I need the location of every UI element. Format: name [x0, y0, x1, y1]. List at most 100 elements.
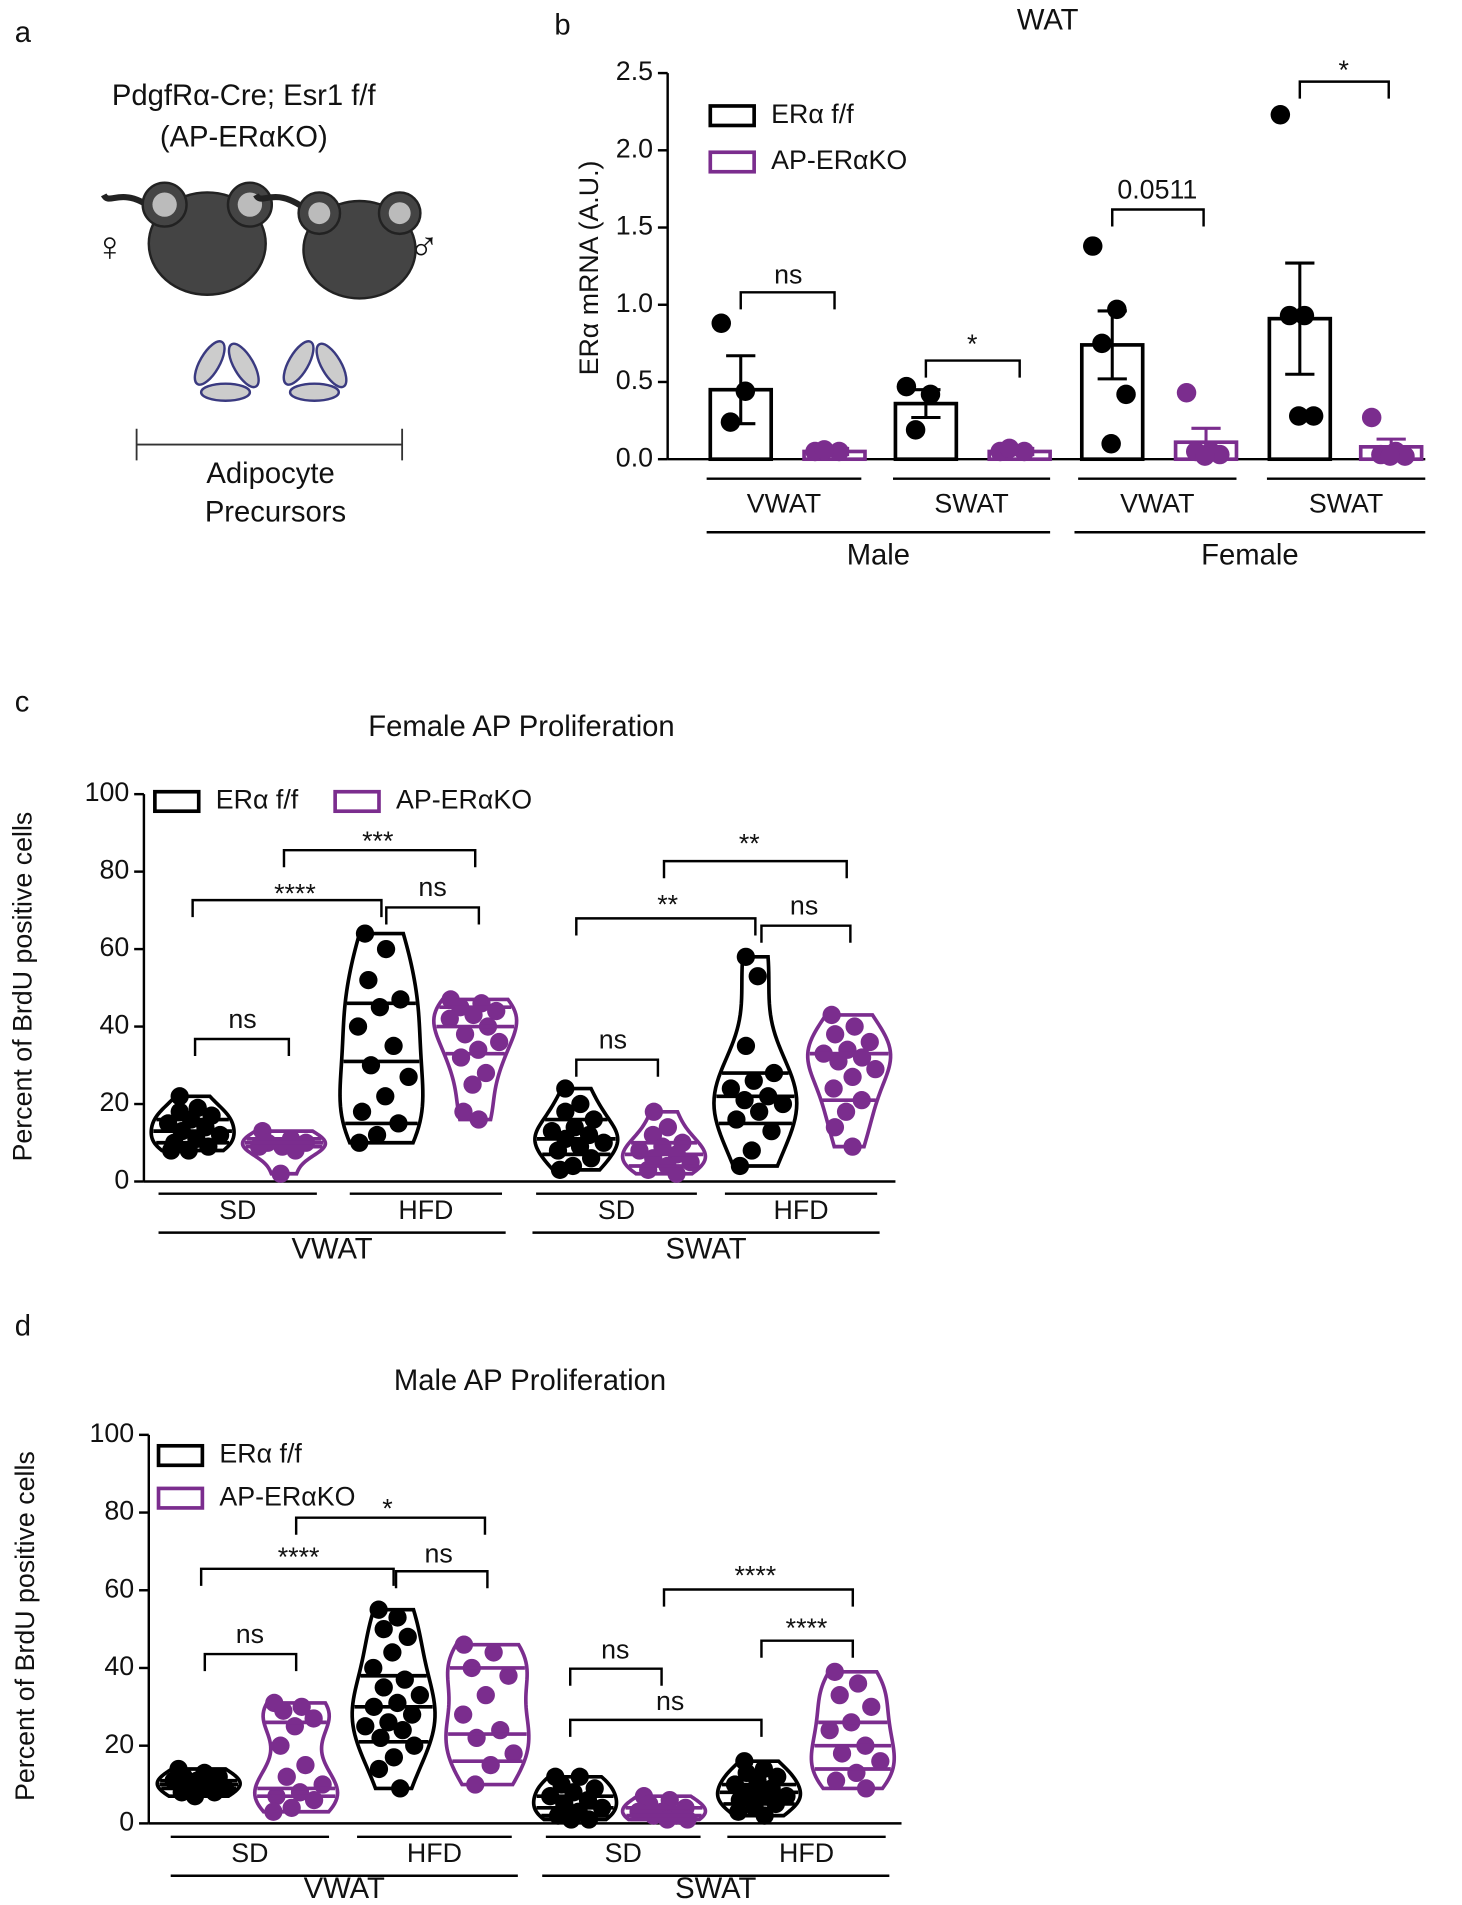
- data-point: [367, 1125, 387, 1145]
- data-point: [1279, 305, 1300, 326]
- significance-bracket: [575, 917, 757, 936]
- data-point: [721, 1079, 741, 1098]
- data-point: [391, 1779, 410, 1798]
- panel-a: a PdgfRα-Cre; Esr1 f/f (AP-ERαKO) ♀ ♂ Ad…: [15, 17, 440, 529]
- chart-title: Female AP Proliferation: [368, 711, 674, 743]
- data-point: [376, 1087, 395, 1106]
- significance-label: **: [657, 889, 678, 919]
- data-point: [871, 1752, 890, 1771]
- data-point: [548, 1141, 568, 1160]
- category-label: VWAT: [1120, 489, 1194, 519]
- data-point: [862, 1697, 881, 1716]
- data-point: [711, 313, 731, 334]
- data-point: [355, 924, 375, 943]
- data-point: [896, 376, 917, 397]
- data-point: [313, 1775, 332, 1794]
- data-point: [639, 1160, 658, 1180]
- legend-swatch: [333, 789, 381, 814]
- significance-bracket: [662, 1588, 855, 1607]
- data-point: [826, 1025, 845, 1044]
- data-point: [1101, 434, 1121, 454]
- data-point: [556, 1079, 575, 1098]
- data-point: [1210, 444, 1230, 465]
- y-tick-label: 100: [85, 777, 130, 807]
- y-tick-label: 60: [104, 1573, 134, 1603]
- cell-illustration: [193, 340, 348, 402]
- panel-label: b: [554, 10, 570, 42]
- data-point: [667, 1164, 686, 1183]
- violin-outline: [338, 931, 425, 1145]
- significance-bracket: [282, 848, 477, 868]
- group-label: SWAT: [675, 1873, 756, 1905]
- data-point: [860, 1032, 879, 1052]
- category-label: HFD: [774, 1195, 829, 1225]
- y-tick-label: 0: [114, 1165, 129, 1195]
- data-point: [352, 1102, 372, 1121]
- data-point: [454, 1102, 473, 1121]
- data-point: [1116, 384, 1136, 405]
- data-point: [1395, 446, 1415, 466]
- significance-bracket: [760, 924, 852, 943]
- data-point: [491, 1721, 510, 1740]
- data-point: [296, 1755, 315, 1775]
- data-point: [285, 1717, 304, 1736]
- data-point: [542, 1122, 562, 1141]
- data-point: [282, 1798, 301, 1817]
- data-point: [847, 1763, 866, 1783]
- legend-swatch: [153, 789, 201, 814]
- legend-label: ERα f/f: [219, 1439, 302, 1469]
- category-label: SWAT: [1309, 489, 1383, 519]
- significance-label: ***: [362, 826, 393, 856]
- data-point: [735, 1091, 754, 1110]
- data-point: [379, 1713, 398, 1732]
- group-label: Male: [847, 539, 910, 571]
- data-point: [1092, 333, 1112, 354]
- significance-bracket: [199, 1567, 395, 1586]
- legend-swatch: [708, 104, 756, 128]
- chart-title: WAT: [1017, 5, 1079, 37]
- data-point: [920, 384, 941, 405]
- y-tick-label: 2.0: [616, 133, 653, 163]
- significance-bracket: [575, 1058, 660, 1077]
- significance-label: ****: [274, 878, 316, 908]
- category-label: SD: [605, 1838, 642, 1868]
- significance-bracket: [662, 859, 848, 879]
- data-point: [476, 1063, 496, 1083]
- significance-bracket: [739, 291, 836, 310]
- violin-outline: [712, 955, 799, 1168]
- significance-label: ****: [786, 1613, 828, 1643]
- y-tick-label: 0.5: [616, 365, 653, 395]
- data-point: [848, 1674, 868, 1693]
- significance-bracket: [193, 1037, 291, 1057]
- data-point: [856, 1779, 876, 1798]
- significance-bracket: [569, 1718, 763, 1737]
- data-point: [773, 1094, 793, 1114]
- significance-label: ns: [425, 1539, 453, 1569]
- data-point: [304, 1790, 324, 1810]
- data-point: [736, 947, 755, 966]
- data-point: [388, 1608, 407, 1627]
- significance-label: ns: [656, 1686, 684, 1716]
- data-point: [866, 1060, 885, 1079]
- data-point: [398, 1627, 417, 1647]
- significance-label: ns: [599, 1024, 627, 1054]
- data-point: [376, 939, 396, 959]
- genotype-text: PdgfRα-Cre; Esr1 f/f: [112, 80, 377, 112]
- category-label: SWAT: [934, 489, 1008, 519]
- data-point: [481, 1755, 500, 1775]
- data-point: [359, 970, 378, 990]
- y-tick-label: 60: [99, 932, 129, 962]
- data-point: [832, 1744, 852, 1763]
- data-point: [440, 1009, 459, 1028]
- data-point: [499, 1666, 518, 1685]
- data-point: [162, 1141, 181, 1160]
- significance-label: ns: [774, 260, 802, 290]
- data-point: [179, 1141, 198, 1160]
- data-point: [762, 1122, 781, 1141]
- data-point: [826, 1771, 846, 1790]
- significance-label: *: [1338, 55, 1348, 85]
- data-point: [750, 1102, 769, 1121]
- data-point: [391, 990, 410, 1009]
- data-point: [581, 1149, 601, 1168]
